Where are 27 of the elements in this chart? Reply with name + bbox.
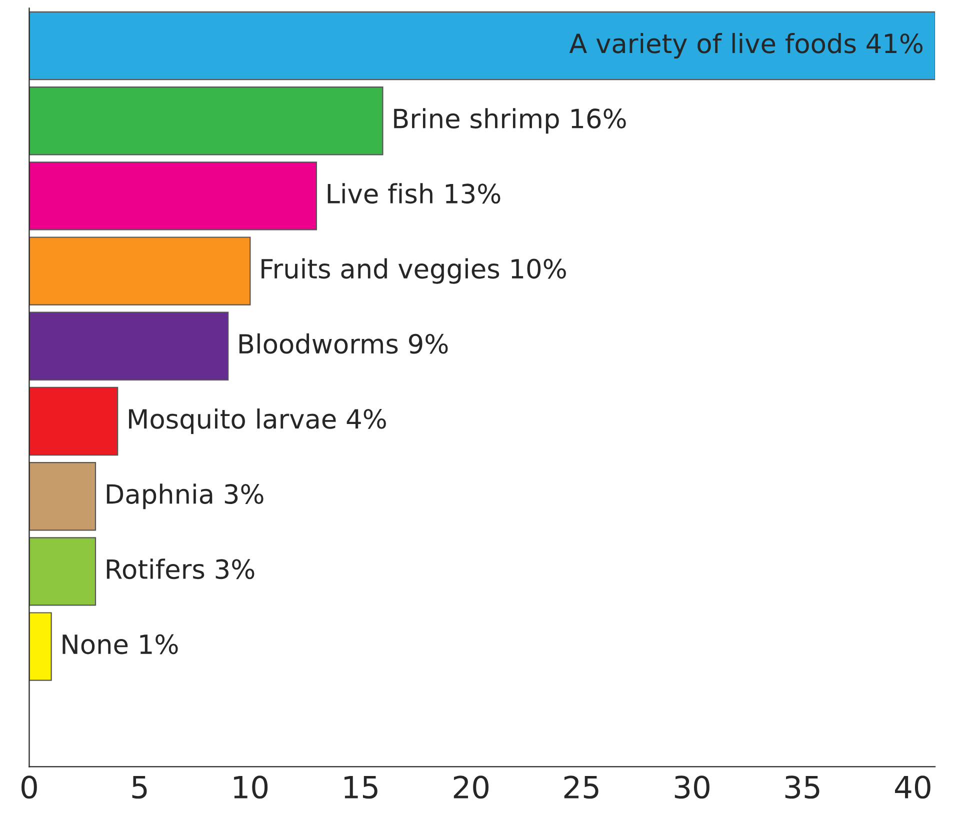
bar <box>29 162 317 230</box>
x-tick-label: 35 <box>785 776 820 799</box>
bar <box>29 386 118 456</box>
category-label: Rotifers 3% <box>106 558 254 580</box>
bar <box>29 236 251 306</box>
category-label: Fruits and veggies 10% <box>262 258 566 284</box>
bar <box>29 462 96 531</box>
x-tick-label: 30 <box>674 776 710 799</box>
bar <box>29 537 96 606</box>
x-tick-label: 25 <box>564 776 598 799</box>
x-tick-label: 0 <box>22 776 37 799</box>
x-tick-label: 20 <box>454 776 488 799</box>
bar <box>29 86 384 156</box>
bar <box>29 11 936 80</box>
category-label: A variety of live foods 41% <box>569 32 923 59</box>
category-label: Bloodworms 9% <box>239 333 448 354</box>
category-label: Daphnia 3% <box>106 484 264 510</box>
x-tick-label: 15 <box>344 776 378 799</box>
bar <box>29 312 229 380</box>
x-tick-label: 10 <box>234 776 268 799</box>
category-label: Brine shrimp 16% <box>394 108 626 134</box>
category-label: None 1% <box>62 634 178 654</box>
x-tick-label: 5 <box>132 776 147 799</box>
x-tick-label: 40 <box>895 776 930 799</box>
bar <box>29 612 52 681</box>
category-label: Live fish 13% <box>328 183 500 204</box>
category-label: Mosquito larvae 4% <box>129 408 386 434</box>
